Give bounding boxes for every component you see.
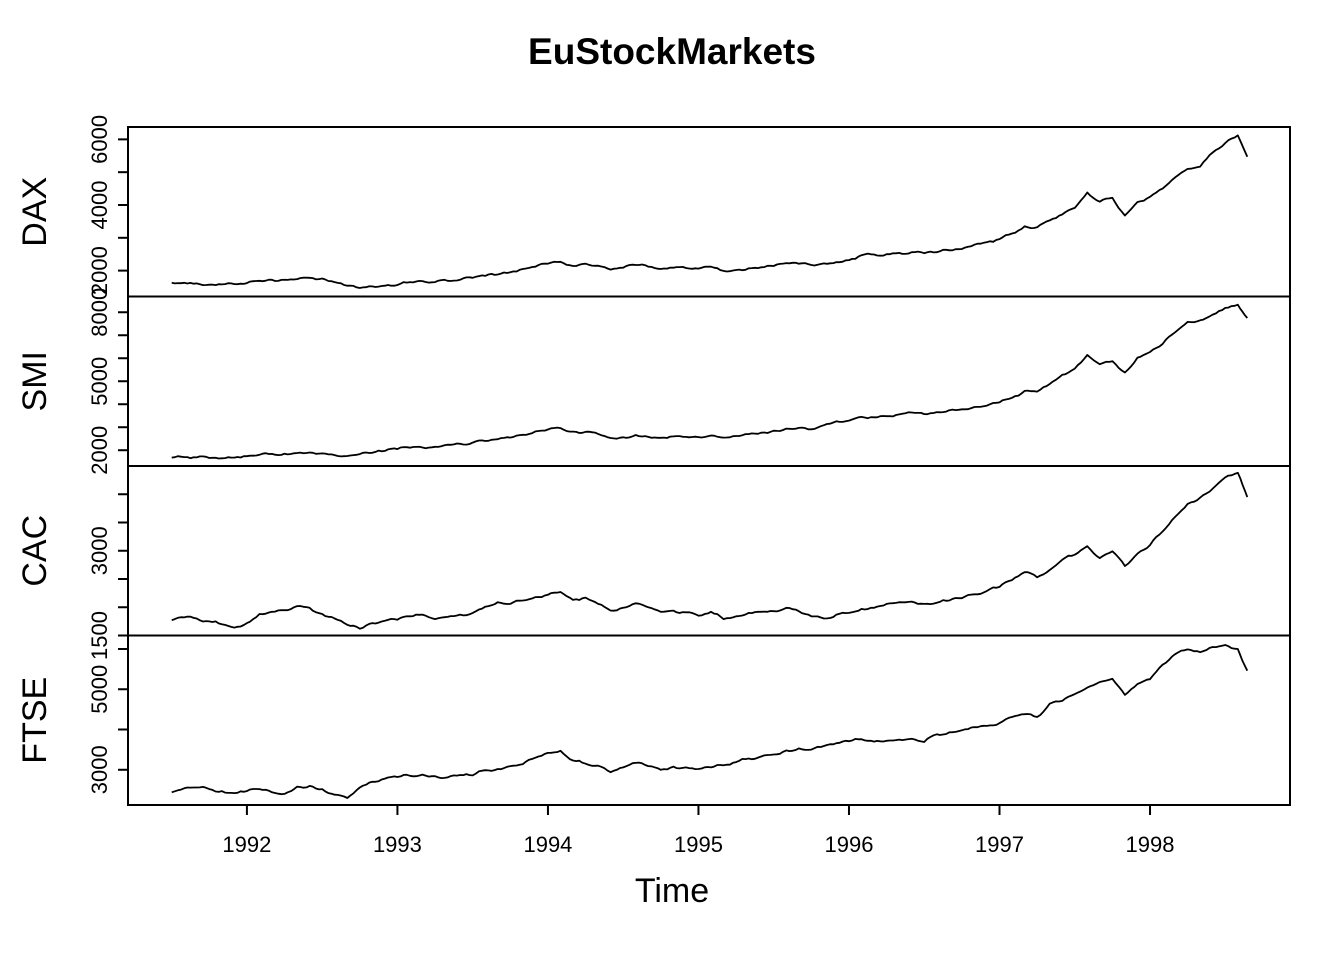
x-axis-title: Time bbox=[634, 872, 710, 910]
y-tick-label: 5000 bbox=[87, 357, 112, 406]
panel-label-smi: SMI bbox=[16, 351, 54, 411]
x-tick-label: 1998 bbox=[1126, 832, 1175, 857]
smi-series-line bbox=[171, 303, 1248, 460]
y-tick-label: 4000 bbox=[87, 181, 112, 230]
smi-panel-border bbox=[127, 295, 1291, 467]
y-tick-label: 2000 bbox=[87, 426, 112, 475]
y-tick-label: 3000 bbox=[87, 526, 112, 575]
ftse-series-line bbox=[171, 644, 1249, 799]
panel-label-cac: CAC bbox=[16, 515, 54, 587]
ftse-panel-border bbox=[127, 634, 1291, 806]
panel-label-dax: DAX bbox=[16, 177, 54, 247]
y-tick-label: 1500 bbox=[87, 611, 112, 660]
y-tick-label: 5000 bbox=[87, 665, 112, 714]
x-tick-label: 1995 bbox=[674, 832, 723, 857]
x-tick-label: 1996 bbox=[825, 832, 874, 857]
y-tick-label: 6000 bbox=[87, 115, 112, 164]
y-tick-label: 2000 bbox=[87, 246, 112, 295]
cac-series-line bbox=[171, 471, 1249, 630]
dax-panel-border bbox=[127, 126, 1291, 298]
chart-title: EuStockMarkets bbox=[528, 31, 816, 72]
x-tick-label: 1993 bbox=[373, 832, 422, 857]
x-tick-label: 1997 bbox=[975, 832, 1024, 857]
y-tick-label: 8000 bbox=[87, 288, 112, 337]
x-tick-label: 1994 bbox=[523, 832, 572, 857]
cac-panel-border bbox=[127, 465, 1291, 637]
x-tick-label: 1992 bbox=[222, 832, 271, 857]
panel-label-ftse: FTSE bbox=[16, 677, 54, 764]
dax-series-line bbox=[171, 134, 1249, 289]
y-tick-label: 3000 bbox=[87, 745, 112, 794]
